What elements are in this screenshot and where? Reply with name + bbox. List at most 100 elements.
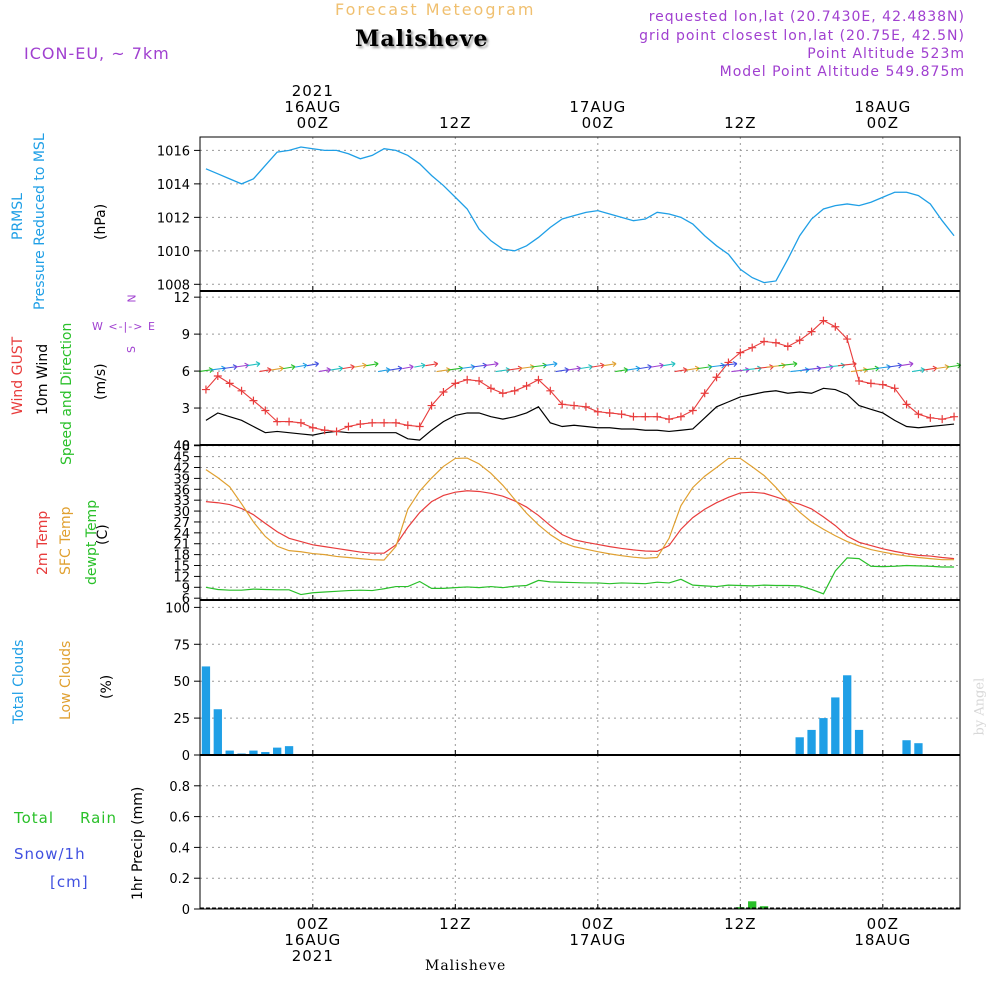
gust-marker xyxy=(855,376,864,385)
temp-ytick-label: 15 xyxy=(173,560,190,575)
total-clouds-bar xyxy=(213,709,222,755)
gust-marker xyxy=(285,417,294,426)
precip-frame xyxy=(199,754,961,910)
gust-marker xyxy=(807,327,816,336)
bottom-time-label: 18AUG xyxy=(854,931,911,949)
total-clouds-bar xyxy=(249,750,258,755)
gust-marker xyxy=(380,418,389,427)
temp-ytick-label: 18 xyxy=(173,549,190,564)
gust-marker xyxy=(676,412,685,421)
pressure-ytick-label: 1010 xyxy=(157,245,190,260)
wind-direction-arrow xyxy=(615,367,629,373)
wind-direction-arrow xyxy=(306,361,320,368)
wind-direction-arrow xyxy=(627,365,641,372)
footer-location: Malisheve xyxy=(425,958,507,974)
temp-ytick-label: 9 xyxy=(182,581,190,596)
precip-ytick-label: 0.6 xyxy=(169,811,190,826)
wind-direction-arrow xyxy=(838,361,857,368)
total-clouds-bar xyxy=(807,729,816,755)
wind-direction-arrow xyxy=(282,364,296,371)
gust-marker xyxy=(617,410,626,419)
gust-marker xyxy=(427,401,436,410)
sfc-temp-series-line xyxy=(205,457,955,561)
gust-marker xyxy=(593,407,602,416)
temp-ytick-label: 36 xyxy=(173,483,190,498)
dewpt-series-line xyxy=(205,557,955,596)
wind-direction-arrow xyxy=(719,361,738,368)
gust-marker xyxy=(296,418,305,427)
temp-ytick-label: 21 xyxy=(173,538,190,553)
wind-direction-arrow xyxy=(923,365,938,372)
total-clouds-bar xyxy=(854,729,864,755)
gust-marker xyxy=(415,422,424,431)
precip-ytick-label: 0 xyxy=(182,903,190,918)
gust-marker xyxy=(201,385,210,394)
gust-marker xyxy=(843,335,852,344)
wind-direction-arrow xyxy=(579,364,593,371)
precip-ytick-label: 0.2 xyxy=(169,872,190,887)
top-time-label: 18AUG xyxy=(854,98,911,116)
snow-label: Snow/1h xyxy=(14,845,86,863)
top-time-label: 16AUG xyxy=(284,98,341,116)
t2m-series-line xyxy=(205,490,955,560)
precip-ytick-label: 0.4 xyxy=(169,841,190,856)
gust-series-line xyxy=(205,319,955,433)
gust-marker xyxy=(463,375,472,384)
total-clouds-bar xyxy=(831,697,840,755)
wind-direction-arrow xyxy=(377,367,391,373)
wind-direction-arrow xyxy=(947,362,962,369)
gust-marker xyxy=(783,342,792,351)
wind-direction-arrow xyxy=(483,361,499,368)
wind-direction-arrow xyxy=(234,362,249,369)
gust-marker xyxy=(605,408,614,417)
clouds-ytick-label: 25 xyxy=(173,712,190,727)
top-time-label: 12Z xyxy=(724,114,756,132)
wind-series-line xyxy=(205,387,955,441)
wind-direction-arrow xyxy=(342,364,355,371)
temp-ytick-label: 39 xyxy=(173,472,190,487)
temp-ytick-label: 33 xyxy=(173,494,190,509)
wind-ytick-label: 0 xyxy=(182,439,190,454)
bottom-time-label: 00Z xyxy=(297,915,329,933)
gust-marker xyxy=(700,389,709,398)
wind-direction-arrow xyxy=(330,365,344,372)
top-time-label: 12Z xyxy=(439,114,471,132)
gust-marker xyxy=(866,379,875,388)
total-rain-label-a: Total xyxy=(14,809,55,827)
temp-ytick-label: 12 xyxy=(173,570,190,585)
temp-ytick-label: 6 xyxy=(182,592,190,607)
wind-direction-arrow xyxy=(414,362,426,369)
gust-marker xyxy=(344,422,353,431)
temp-ytick-label: 42 xyxy=(173,462,190,477)
clouds-ytick-label: 75 xyxy=(173,638,190,653)
gust-marker xyxy=(510,386,519,395)
bottom-time-label: 2021 xyxy=(292,947,334,965)
gust-marker xyxy=(795,336,804,345)
gust-marker xyxy=(653,412,662,421)
model-label: ICON-EU, ~ 7km xyxy=(24,44,170,63)
gust-marker xyxy=(878,380,887,389)
gust-marker xyxy=(534,375,543,384)
wind-direction-arrow xyxy=(294,362,308,369)
gust-marker xyxy=(249,396,258,405)
gust-marker xyxy=(688,406,697,415)
gust-marker xyxy=(831,322,840,331)
wind-direction-arrow xyxy=(354,362,367,369)
total-rain-label-b: Rain xyxy=(80,809,117,827)
wind-direction-arrow xyxy=(662,361,676,368)
gust-marker xyxy=(736,348,745,357)
gust-marker xyxy=(439,388,448,397)
gust-marker xyxy=(629,412,638,421)
suptitle: Forecast Meteogram xyxy=(335,0,536,19)
wind-ytick-label: 3 xyxy=(182,402,190,417)
gust-marker xyxy=(902,400,911,409)
bottom-time-label: 12Z xyxy=(724,915,756,933)
gust-marker xyxy=(486,384,495,393)
wind-direction-arrow xyxy=(935,364,950,371)
total-clouds-bar xyxy=(201,666,211,755)
gust-marker xyxy=(712,373,721,382)
gust-marker xyxy=(950,412,959,421)
wind-direction-arrow xyxy=(246,361,261,368)
gust-marker xyxy=(938,415,947,424)
temp-ytick-label: 30 xyxy=(173,505,190,520)
